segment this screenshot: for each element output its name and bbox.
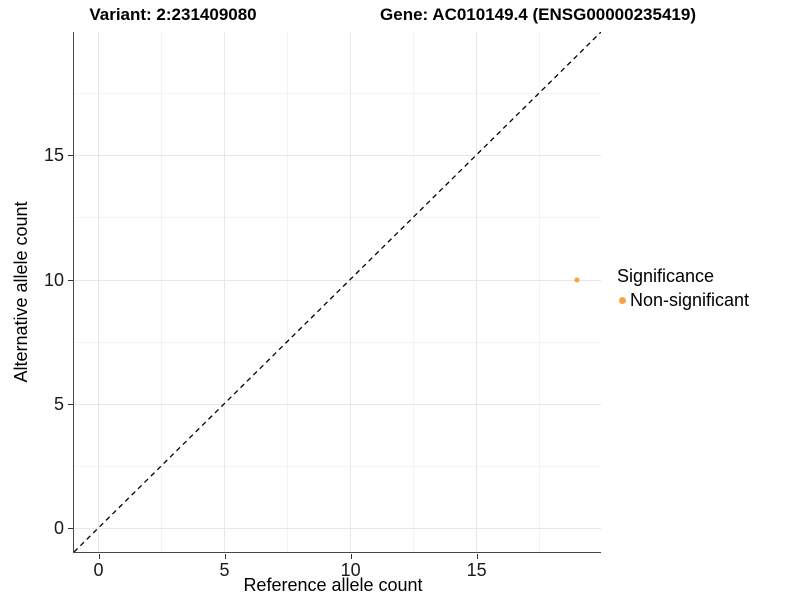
major-gridline-h-15 — [74, 155, 601, 157]
y-tick-mark-15 — [68, 155, 73, 157]
minor-gridline-h-7.5 — [74, 341, 601, 343]
x-tick-mark-0 — [98, 553, 100, 559]
major-gridline-h-10 — [74, 279, 601, 281]
x-tick-label-15: 15 — [466, 560, 487, 580]
plot-panel — [73, 32, 601, 553]
major-gridline-v-15 — [476, 32, 478, 552]
y-tick-mark-5 — [68, 404, 73, 405]
x-tick-label-5: 5 — [219, 560, 230, 580]
x-axis-label: Reference allele count — [243, 575, 423, 595]
y-tick-label-10: 10 — [43, 269, 64, 290]
minor-gridline-h-2.5 — [74, 466, 601, 468]
legend-item-label: Non-significant — [630, 290, 750, 310]
minor-gridline-v-7.5 — [287, 32, 289, 552]
x-tick-mark-15 — [476, 553, 478, 559]
x-tick-mark-5 — [224, 553, 226, 559]
plot-title-variant: Variant: 2:231409080 — [89, 5, 257, 24]
legend: Significance Non-significant — [612, 265, 749, 311]
identity-line — [74, 32, 601, 552]
major-gridline-v-10 — [350, 32, 352, 552]
y-tick-mark-10 — [68, 279, 73, 281]
minor-gridline-v-17.5 — [539, 32, 541, 552]
y-tick-label-0: 0 — [53, 518, 64, 539]
major-gridline-h-5 — [74, 404, 601, 405]
y-tick-label-5: 5 — [53, 394, 64, 414]
major-gridline-v-5 — [224, 32, 225, 552]
y-axis-label: Alternative allele count — [11, 201, 31, 383]
legend-title: Significance — [617, 266, 715, 286]
x-tick-label-0: 0 — [93, 560, 104, 580]
x-tick-mark-10 — [350, 553, 352, 559]
minor-gridline-v-12.5 — [413, 32, 415, 552]
major-gridline-v-0 — [98, 32, 99, 552]
y-tick-mark-0 — [68, 528, 73, 530]
x-tick-label-10: 10 — [340, 560, 361, 580]
y-tick-label-15: 15 — [43, 145, 64, 166]
minor-gridline-h-12.5 — [74, 217, 601, 219]
legend-item-non-significant: Non-significant — [612, 289, 749, 311]
data-point-non-significant — [574, 277, 580, 283]
legend-point-icon — [619, 296, 626, 304]
major-gridline-h-0 — [74, 528, 601, 530]
minor-gridline-v-2.5 — [161, 32, 162, 552]
minor-gridline-h-17.5 — [74, 93, 601, 94]
plot-title-gene: Gene: AC010149.4 (ENSG00000235419) — [380, 5, 696, 24]
